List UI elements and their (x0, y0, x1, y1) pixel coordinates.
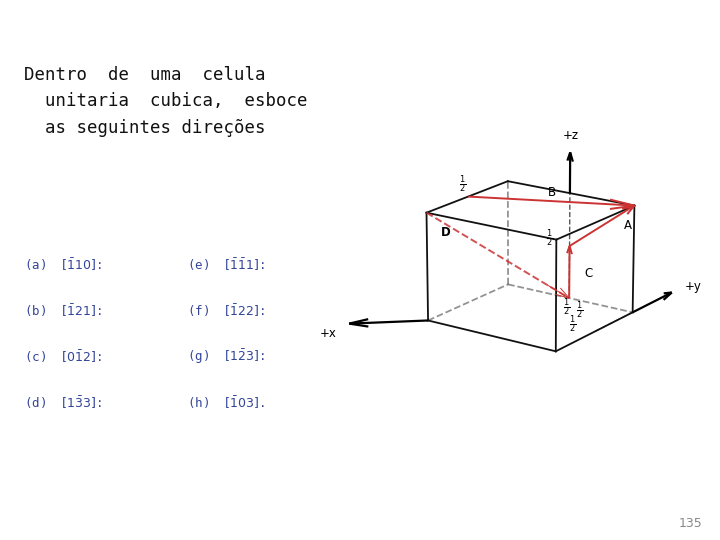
Text: (e)  $[\bar{1}\bar{1}1]$:: (e) $[\bar{1}\bar{1}1]$: (186, 256, 264, 273)
Text: Dentro  de  uma  celula
  unitaria  cubica,  esboce
  as seguintes direções: Dentro de uma celula unitaria cubica, es… (24, 66, 308, 137)
Text: (d)  $[1\bar{3}3]$:: (d) $[1\bar{3}3]$: (24, 395, 102, 411)
Text: (h)  $[\bar{1}03]$.: (h) $[\bar{1}03]$. (186, 395, 264, 411)
Text: (g)  $[1\bar{2}3]$:: (g) $[1\bar{2}3]$: (186, 348, 264, 366)
Text: 135: 135 (678, 517, 702, 530)
Text: (a)  $[\bar{1}10]$:: (a) $[\bar{1}10]$: (24, 256, 102, 273)
Text: (c)  $[0\bar{1}2]$:: (c) $[0\bar{1}2]$: (24, 349, 102, 365)
Text: (f)  $[\bar{1}22]$:: (f) $[\bar{1}22]$: (186, 302, 264, 319)
Text: (b)  $[\bar{1}21]$:: (b) $[\bar{1}21]$: (24, 302, 102, 319)
